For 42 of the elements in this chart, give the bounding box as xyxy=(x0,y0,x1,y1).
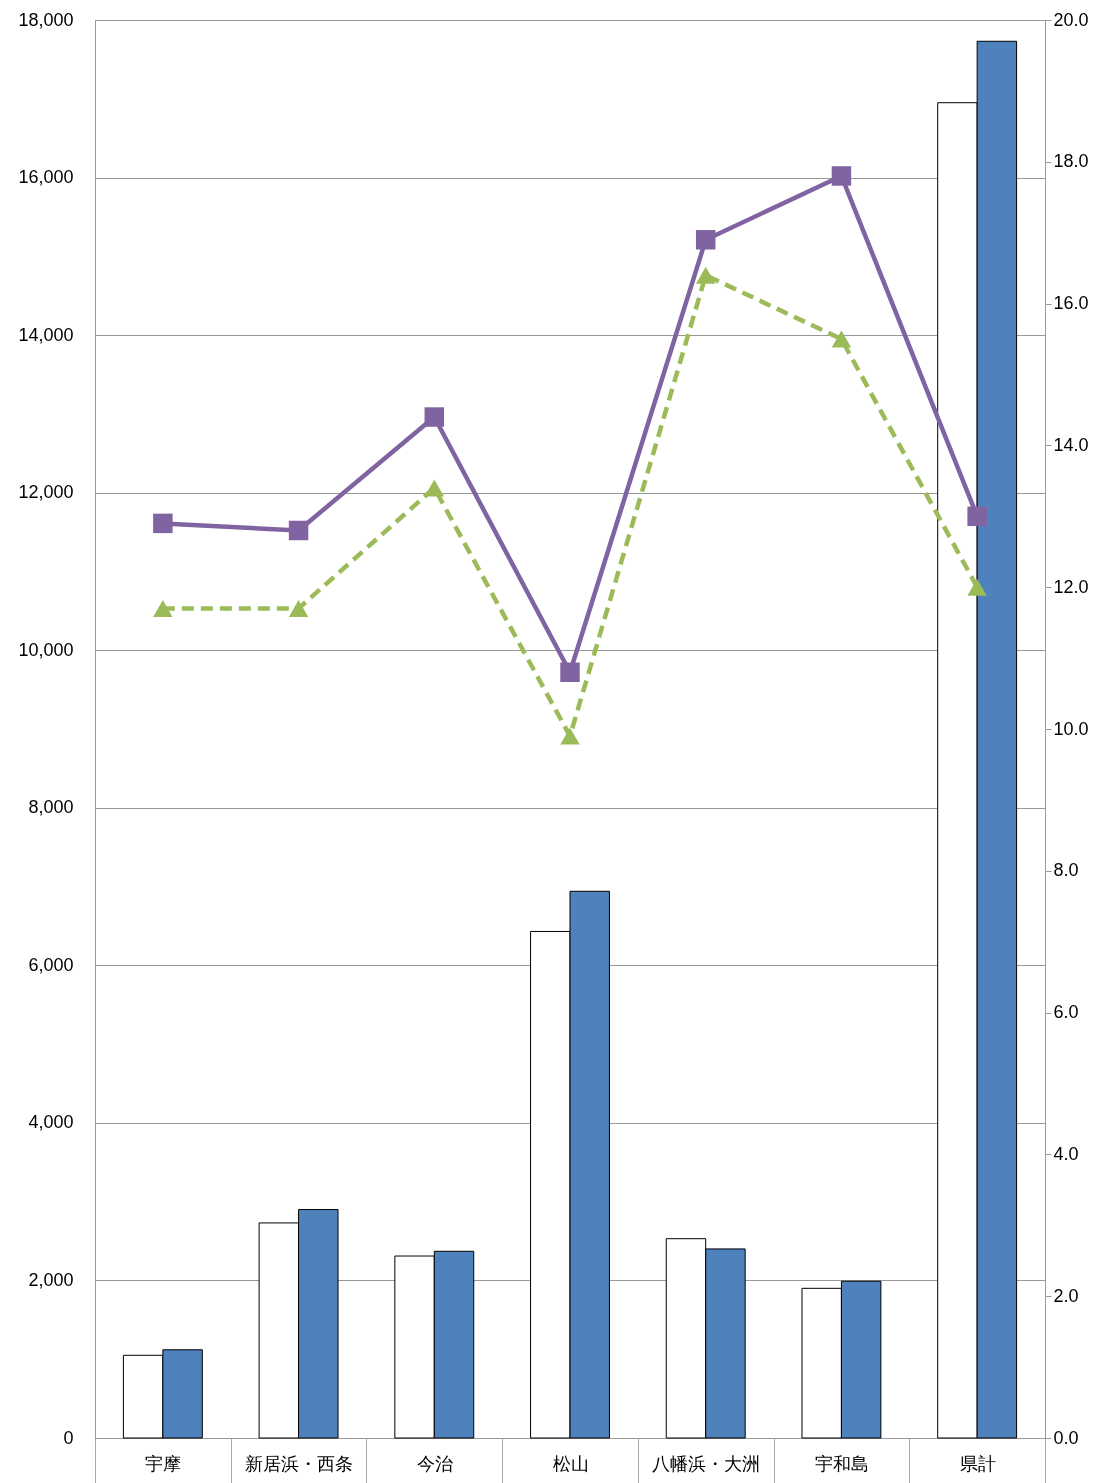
x-tick-label: 新居浜・西条 xyxy=(245,1453,354,1474)
point xyxy=(967,506,987,527)
point xyxy=(831,330,852,348)
point xyxy=(288,520,309,541)
y2-tick-label: 16.0 xyxy=(1053,293,1089,314)
y-tick-label: 12,000 xyxy=(18,482,74,503)
point xyxy=(424,407,445,427)
y-tick-label: 0 xyxy=(63,1427,74,1448)
y2-tick-label: 10.0 xyxy=(1053,718,1089,739)
y2-tick-label: 2.0 xyxy=(1053,1285,1079,1306)
point xyxy=(695,230,716,250)
y-tick-label: 16,000 xyxy=(18,167,74,188)
point xyxy=(153,513,173,534)
y-tick-label: 8,000 xyxy=(28,797,74,818)
x-tick-label: 県計 xyxy=(959,1453,996,1474)
point xyxy=(560,727,580,745)
y-tick-label: 6,000 xyxy=(28,954,74,975)
x-tick-label: 八幡浜・大洲 xyxy=(652,1453,761,1474)
y-tick-label: 18,000 xyxy=(18,9,74,30)
y2-tick-label: 6.0 xyxy=(1053,1002,1079,1023)
y-tick-label: 4,000 xyxy=(28,1112,74,1133)
point xyxy=(967,578,987,596)
x-tick-label: 松山 xyxy=(552,1453,589,1474)
point xyxy=(831,166,852,186)
y-tick-label: 14,000 xyxy=(18,324,74,345)
x-tick-label: 宇和島 xyxy=(814,1453,869,1474)
y2-tick-label: 4.0 xyxy=(1053,1143,1079,1164)
point xyxy=(288,600,309,617)
point xyxy=(424,479,445,497)
y2-tick-label: 18.0 xyxy=(1053,151,1089,172)
y2-tick-label: 8.0 xyxy=(1053,860,1079,881)
point xyxy=(153,600,173,617)
y2-tick-label: 12.0 xyxy=(1053,576,1089,597)
y2-tick-label: 14.0 xyxy=(1053,434,1089,455)
point xyxy=(560,662,580,683)
y-tick-label: 2,000 xyxy=(28,1269,74,1290)
y-tick-label: 10,000 xyxy=(18,639,74,660)
y2-tick-label: 20.0 xyxy=(1053,9,1089,30)
x-tick-label: 今治 xyxy=(416,1453,453,1474)
y2-tick-label: 0.0 xyxy=(1053,1427,1079,1448)
point xyxy=(695,266,716,284)
x-tick-label: 宇摩 xyxy=(145,1453,182,1474)
